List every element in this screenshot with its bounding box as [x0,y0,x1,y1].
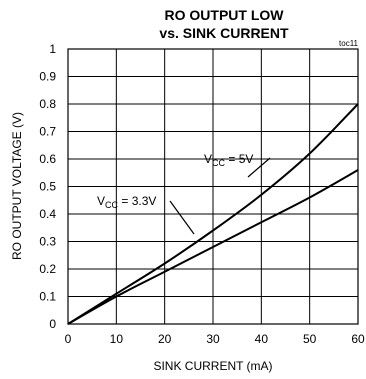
vcc33v-leader-line [169,200,195,235]
series-line-vcc-5v [67,103,359,325]
vcc33v-label-main: V [97,194,105,208]
chart-title-line2: vs. SINK CURRENT [159,25,289,41]
x-tick-label: 50 [303,332,317,346]
x-tick-label: 20 [158,332,172,346]
x-axis-label: SINK CURRENT (mA) [153,359,272,373]
y-tick-label: 0.5 [39,180,56,194]
vcc33v-label-rest: = 3.3V [118,194,156,208]
y-tick-label: 0.9 [39,70,56,84]
vcc5v-label-sub: CC [212,158,225,168]
x-tick-label: 0 [65,332,72,346]
y-tick-label: 0.3 [39,235,56,249]
y-axis-label: RO OUTPUT VOLTAGE (V) [10,112,24,260]
tick-labels: 0 10 20 30 40 50 60 0 0.1 0.2 0.3 0.4 0.5 0.6 0.7 0.8 0.… [39,42,365,346]
y-tick-label: 0.7 [39,125,56,139]
y-tick-label: 0.6 [39,152,56,166]
x-tick-label: 40 [255,332,269,346]
series-lines [67,103,359,325]
y-tick-label: 0 [49,317,56,331]
y-tick-label: 0.1 [39,290,56,304]
y-tick-label: 0.4 [39,207,56,221]
x-tick-label: 30 [206,332,220,346]
y-tick-label: 1 [49,42,56,56]
x-tick-label: 10 [110,332,124,346]
vcc5v-label-main: V [204,152,212,166]
y-tick-label: 0.2 [39,262,56,276]
x-tick-label: 60 [351,332,365,346]
vcc5v-label-rest: = 5V [225,152,253,166]
plot-frame [67,48,359,325]
y-tick-label: 0.8 [39,97,56,111]
grid [67,48,359,325]
chart-title-line1: RO OUTPUT LOW [165,7,285,23]
vcc33v-label-sub: CC [105,200,118,210]
corner-note: toc11 [339,39,359,48]
vcc33v-label: VCC = 3.3V [97,194,156,210]
series-line-vcc-3-3v [67,169,359,325]
vcc5v-label: VCC = 5V [204,152,253,168]
vcc5v-leader-line [247,157,271,178]
